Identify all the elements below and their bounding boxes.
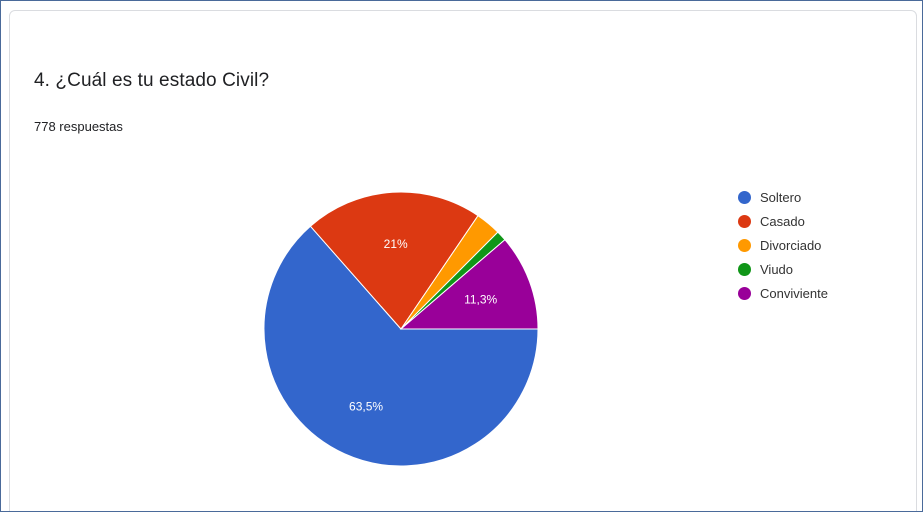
legend-label-conviviente: Conviviente bbox=[760, 285, 828, 301]
legend-swatch-conviviente bbox=[738, 286, 751, 300]
legend-item-viudo[interactable]: Viudo bbox=[738, 257, 828, 281]
pie-slice-soltero[interactable] bbox=[263, 225, 539, 467]
legend-swatch-soltero bbox=[738, 190, 751, 204]
question-title: 4. ¿Cuál es tu estado Civil? bbox=[34, 70, 270, 91]
legend-swatch-casado bbox=[738, 214, 751, 228]
legend-item-conviviente[interactable]: Conviviente bbox=[738, 281, 828, 305]
pie-label-soltero: 63,5% bbox=[349, 399, 383, 413]
pie-slice-casado[interactable] bbox=[309, 191, 479, 330]
pie-label-conviviente: 11,3% bbox=[464, 292, 497, 306]
legend-item-casado[interactable]: Casado bbox=[738, 209, 828, 233]
legend-swatch-viudo bbox=[738, 262, 751, 276]
legend-label-soltero: Soltero bbox=[760, 189, 802, 205]
legend-label-divorciado: Divorciado bbox=[760, 237, 822, 253]
legend-label-viudo: Viudo bbox=[760, 261, 794, 277]
legend-item-soltero[interactable]: Soltero bbox=[738, 185, 828, 209]
pie-label-casado: 21% bbox=[384, 237, 408, 251]
chart-legend: Soltero Casado Divorciado Viudo Convivie… bbox=[738, 185, 828, 305]
response-count: 778 respuestas bbox=[34, 119, 123, 134]
legend-label-casado: Casado bbox=[760, 213, 805, 229]
legend-swatch-divorciado bbox=[738, 238, 751, 252]
pie-slice-conviviente[interactable] bbox=[399, 238, 539, 330]
legend-item-divorciado[interactable]: Divorciado bbox=[738, 233, 828, 257]
